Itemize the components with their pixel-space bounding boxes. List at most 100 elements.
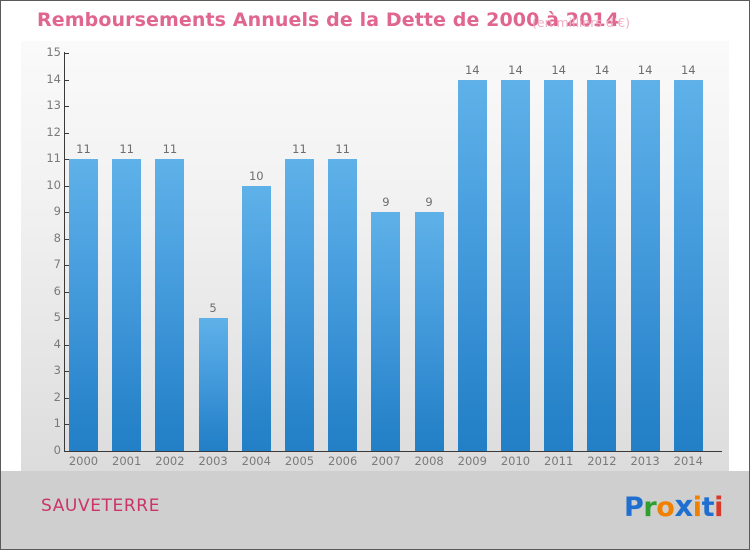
x-tick-label-2005: 2005 xyxy=(284,454,315,468)
bar-2001[interactable] xyxy=(112,159,142,451)
bar-value-label: 14 xyxy=(464,62,480,77)
logo-letter-t: t xyxy=(701,492,715,523)
y-tick-mark xyxy=(65,265,69,267)
bar-value-label: 14 xyxy=(551,62,566,77)
bar-2007[interactable] xyxy=(371,212,401,451)
y-tick-label-text: 9 xyxy=(53,204,61,219)
x-tick-label-2010: 2010 xyxy=(500,454,531,468)
bar-2004[interactable] xyxy=(241,185,271,451)
bar-value-label: 11 xyxy=(76,142,91,157)
y-tick-label-text: 8 xyxy=(53,230,61,245)
y-tick-mark xyxy=(65,106,69,108)
bar-value-label: 14 xyxy=(680,62,696,77)
bar-2009[interactable] xyxy=(457,79,487,451)
bar-value-label: 10 xyxy=(248,168,264,183)
y-tick-label: 7 xyxy=(19,259,61,271)
y-tick-label-text: 12 xyxy=(46,124,61,139)
logo-letter-i1: i xyxy=(692,492,702,523)
y-tick-label: 1 xyxy=(19,418,61,430)
x-tick-label-2008: 2008 xyxy=(414,454,444,468)
x-tick-label-2001: 2001 xyxy=(112,454,142,468)
bar-value-label: 9 xyxy=(382,195,390,210)
x-tick-label-2014: 2014 xyxy=(673,454,703,468)
x-axis-line xyxy=(64,451,722,452)
bar-value-label: 11 xyxy=(335,142,350,157)
y-tick-mark xyxy=(65,451,69,452)
y-tick-label: 12 xyxy=(19,124,61,139)
y-tick-label-text: 10 xyxy=(46,177,61,192)
y-tick-label: 4 xyxy=(19,336,61,351)
bar-2002[interactable] xyxy=(155,159,185,451)
x-tick-label-2011: 2011 xyxy=(544,454,574,468)
y-tick-label: 6 xyxy=(19,283,61,298)
y-tick-mark xyxy=(65,212,69,214)
y-tick-label: 8 xyxy=(19,230,61,245)
bar-2006[interactable] xyxy=(328,159,358,451)
x-tick-label-2003: 2003 xyxy=(198,454,228,468)
bar-value-label: 14 xyxy=(637,62,653,77)
page-title: Remboursements Annuels de la Dette de 20… xyxy=(37,9,620,31)
logo-letter-p: P xyxy=(623,492,644,523)
bar-value-label: 14 xyxy=(594,62,610,77)
y-tick-label: 2 xyxy=(19,389,61,404)
y-tick-mark xyxy=(65,371,69,373)
y-tick-label: 3 xyxy=(19,365,61,377)
y-tick-mark xyxy=(65,185,69,187)
y-tick-label-text: 1 xyxy=(53,416,61,431)
bar-2003[interactable] xyxy=(198,318,228,451)
y-tick-mark xyxy=(65,318,69,320)
bar-value-label: 14 xyxy=(508,62,523,77)
logo-letter-r: r xyxy=(643,492,657,523)
y-tick-label-text: 0 xyxy=(53,443,61,457)
proxiti-logo[interactable]: Proxiti xyxy=(624,489,723,523)
y-tick-label: 0 xyxy=(19,443,61,457)
logo-letter-o: o xyxy=(656,492,675,523)
bar-value-label: 11 xyxy=(119,142,134,157)
y-tick-label-text: 2 xyxy=(53,389,61,404)
y-tick-label: 11 xyxy=(19,153,61,165)
y-tick-mark xyxy=(65,238,69,240)
y-tick-mark xyxy=(65,344,69,346)
y-tick-label: 13 xyxy=(19,100,61,112)
y-tick-mark xyxy=(65,397,69,399)
chart-footer: SAUVETERRE Proxiti xyxy=(1,471,749,549)
bar-value-label: 11 xyxy=(292,142,307,157)
bar-2000[interactable] xyxy=(69,159,98,451)
bar-2012[interactable] xyxy=(587,79,617,451)
x-tick-label-2012: 2012 xyxy=(587,454,617,468)
y-tick-label: 14 xyxy=(19,71,61,86)
x-tick-label-2000: 2000 xyxy=(68,454,99,468)
chart-subtitle: (en milliers d'€) xyxy=(532,15,631,30)
y-tick-label-text: 14 xyxy=(46,71,61,86)
y-tick-label: 5 xyxy=(19,312,61,324)
y-tick-label: 15 xyxy=(19,45,61,59)
y-tick-label-text: 13 xyxy=(46,98,61,113)
x-tick-label-2013: 2013 xyxy=(630,454,660,468)
y-tick-label: 9 xyxy=(19,206,61,218)
y-tick-mark xyxy=(65,291,69,293)
bar-2008[interactable] xyxy=(414,212,444,451)
logo-letter-i2: i xyxy=(714,492,723,523)
y-axis-line xyxy=(64,52,65,452)
y-tick-label-text: 6 xyxy=(53,283,61,298)
bar-value-label: 5 xyxy=(209,301,217,316)
bar-2013[interactable] xyxy=(630,79,660,451)
y-tick-mark xyxy=(65,132,69,134)
y-tick-label-text: 15 xyxy=(46,45,61,59)
bar-2010[interactable] xyxy=(501,79,530,451)
y-tick-label-text: 4 xyxy=(53,336,61,351)
bar-2014[interactable] xyxy=(673,79,703,451)
bar-2011[interactable] xyxy=(544,79,574,451)
entity-name: SAUVETERRE xyxy=(41,496,161,516)
x-tick-label-2006: 2006 xyxy=(328,454,358,468)
chart-header: Remboursements Annuels de la Dette de 20… xyxy=(1,1,749,41)
y-tick-mark xyxy=(65,53,69,54)
x-tick-label-2002: 2002 xyxy=(155,454,185,468)
y-tick-label-text: 11 xyxy=(46,151,61,166)
y-tick-label: 10 xyxy=(19,177,61,192)
x-tick-label-2007: 2007 xyxy=(371,454,401,468)
y-tick-label-text: 5 xyxy=(53,310,61,325)
bar-2005[interactable] xyxy=(285,159,314,451)
logo-letter-x: x xyxy=(674,489,693,523)
